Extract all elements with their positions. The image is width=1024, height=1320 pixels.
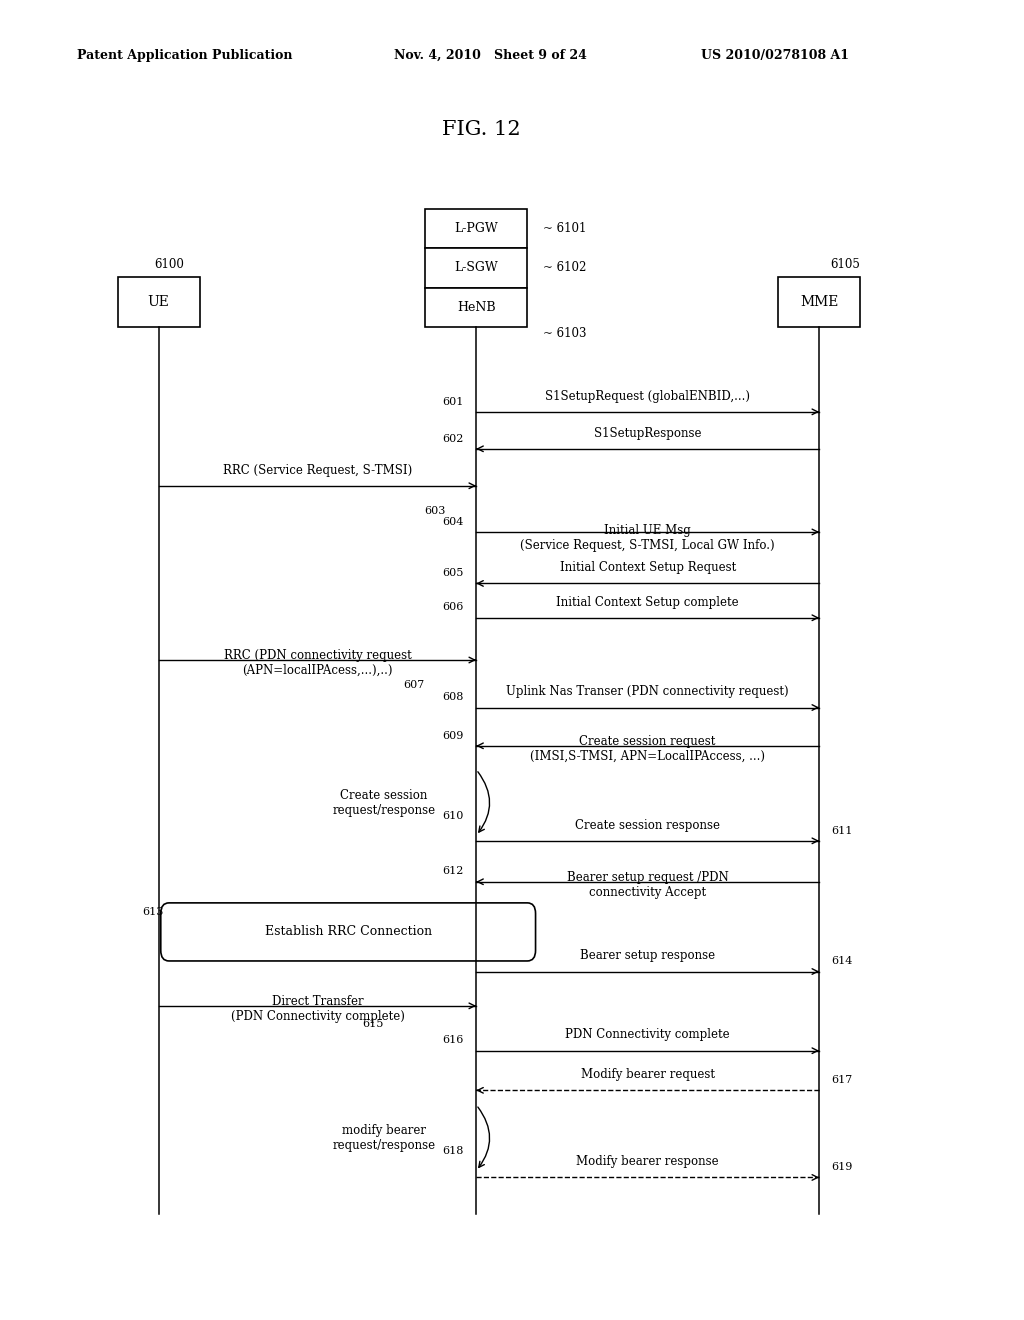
Text: HeNB: HeNB (457, 301, 496, 314)
Text: Bearer setup response: Bearer setup response (581, 949, 715, 962)
Text: Nov. 4, 2010   Sheet 9 of 24: Nov. 4, 2010 Sheet 9 of 24 (394, 49, 587, 62)
Text: 619: 619 (831, 1162, 853, 1172)
Text: Bearer setup request /PDN
connectivity Accept: Bearer setup request /PDN connectivity A… (567, 871, 728, 899)
Text: ~ 6101: ~ 6101 (543, 222, 586, 235)
Text: Initial Context Setup Request: Initial Context Setup Request (559, 561, 736, 574)
FancyBboxPatch shape (425, 248, 527, 288)
Text: Initial Context Setup complete: Initial Context Setup complete (556, 595, 739, 609)
Text: 602: 602 (442, 433, 464, 444)
Text: Direct Transfer
(PDN Connectivity complete): Direct Transfer (PDN Connectivity comple… (230, 995, 404, 1023)
Text: MME: MME (800, 296, 839, 309)
Text: 615: 615 (362, 1019, 384, 1030)
Text: Create session response: Create session response (575, 818, 720, 832)
Text: 601: 601 (442, 396, 464, 407)
Text: 611: 611 (831, 825, 853, 836)
Text: 616: 616 (442, 1035, 464, 1045)
Text: modify bearer
request/response: modify bearer request/response (333, 1123, 435, 1152)
Text: 609: 609 (442, 730, 464, 741)
Text: 604: 604 (442, 516, 464, 527)
Text: ~ 6103: ~ 6103 (543, 327, 586, 341)
Text: Establish RRC Connection: Establish RRC Connection (264, 925, 432, 939)
Text: 613: 613 (142, 907, 164, 917)
Text: 6100: 6100 (154, 257, 184, 271)
FancyBboxPatch shape (118, 277, 200, 327)
Text: Uplink Nas Transer (PDN connectivity request): Uplink Nas Transer (PDN connectivity req… (506, 685, 790, 698)
FancyBboxPatch shape (778, 277, 860, 327)
Text: RRC (PDN connectivity request
(APN=localIPAcess,...),..): RRC (PDN connectivity request (APN=local… (223, 649, 412, 677)
Text: PDN Connectivity complete: PDN Connectivity complete (565, 1028, 730, 1041)
Text: 605: 605 (442, 568, 464, 578)
FancyBboxPatch shape (425, 209, 527, 248)
Text: Patent Application Publication: Patent Application Publication (77, 49, 292, 62)
Text: US 2010/0278108 A1: US 2010/0278108 A1 (701, 49, 850, 62)
Text: 606: 606 (442, 602, 464, 612)
Text: 608: 608 (442, 692, 464, 702)
Text: 610: 610 (442, 810, 464, 821)
Text: 607: 607 (403, 680, 425, 690)
Text: Create session request
(IMSI,S-TMSI, APN=LocalIPAccess, ...): Create session request (IMSI,S-TMSI, APN… (530, 735, 765, 763)
Text: RRC (Service Request, S-TMSI): RRC (Service Request, S-TMSI) (223, 463, 412, 477)
Text: S1SetupRequest (globalENBID,...): S1SetupRequest (globalENBID,...) (545, 389, 751, 403)
Text: Create session
request/response: Create session request/response (333, 788, 435, 817)
Text: 618: 618 (442, 1146, 464, 1156)
Text: Modify bearer response: Modify bearer response (577, 1155, 719, 1168)
Text: S1SetupResponse: S1SetupResponse (594, 426, 701, 440)
Text: ~ 6102: ~ 6102 (543, 261, 586, 275)
Text: 612: 612 (442, 866, 464, 876)
Text: UE: UE (147, 296, 170, 309)
Text: 6105: 6105 (829, 257, 860, 271)
Text: L-SGW: L-SGW (455, 261, 498, 275)
Text: L-PGW: L-PGW (455, 222, 498, 235)
Text: 603: 603 (424, 506, 445, 516)
Text: 617: 617 (831, 1074, 853, 1085)
Text: Modify bearer request: Modify bearer request (581, 1068, 715, 1081)
Text: FIG. 12: FIG. 12 (442, 120, 520, 139)
FancyBboxPatch shape (425, 288, 527, 327)
FancyBboxPatch shape (161, 903, 536, 961)
Text: Initial UE Msg
(Service Request, S-TMSI, Local GW Info.): Initial UE Msg (Service Request, S-TMSI,… (520, 524, 775, 552)
Text: 614: 614 (831, 956, 853, 966)
